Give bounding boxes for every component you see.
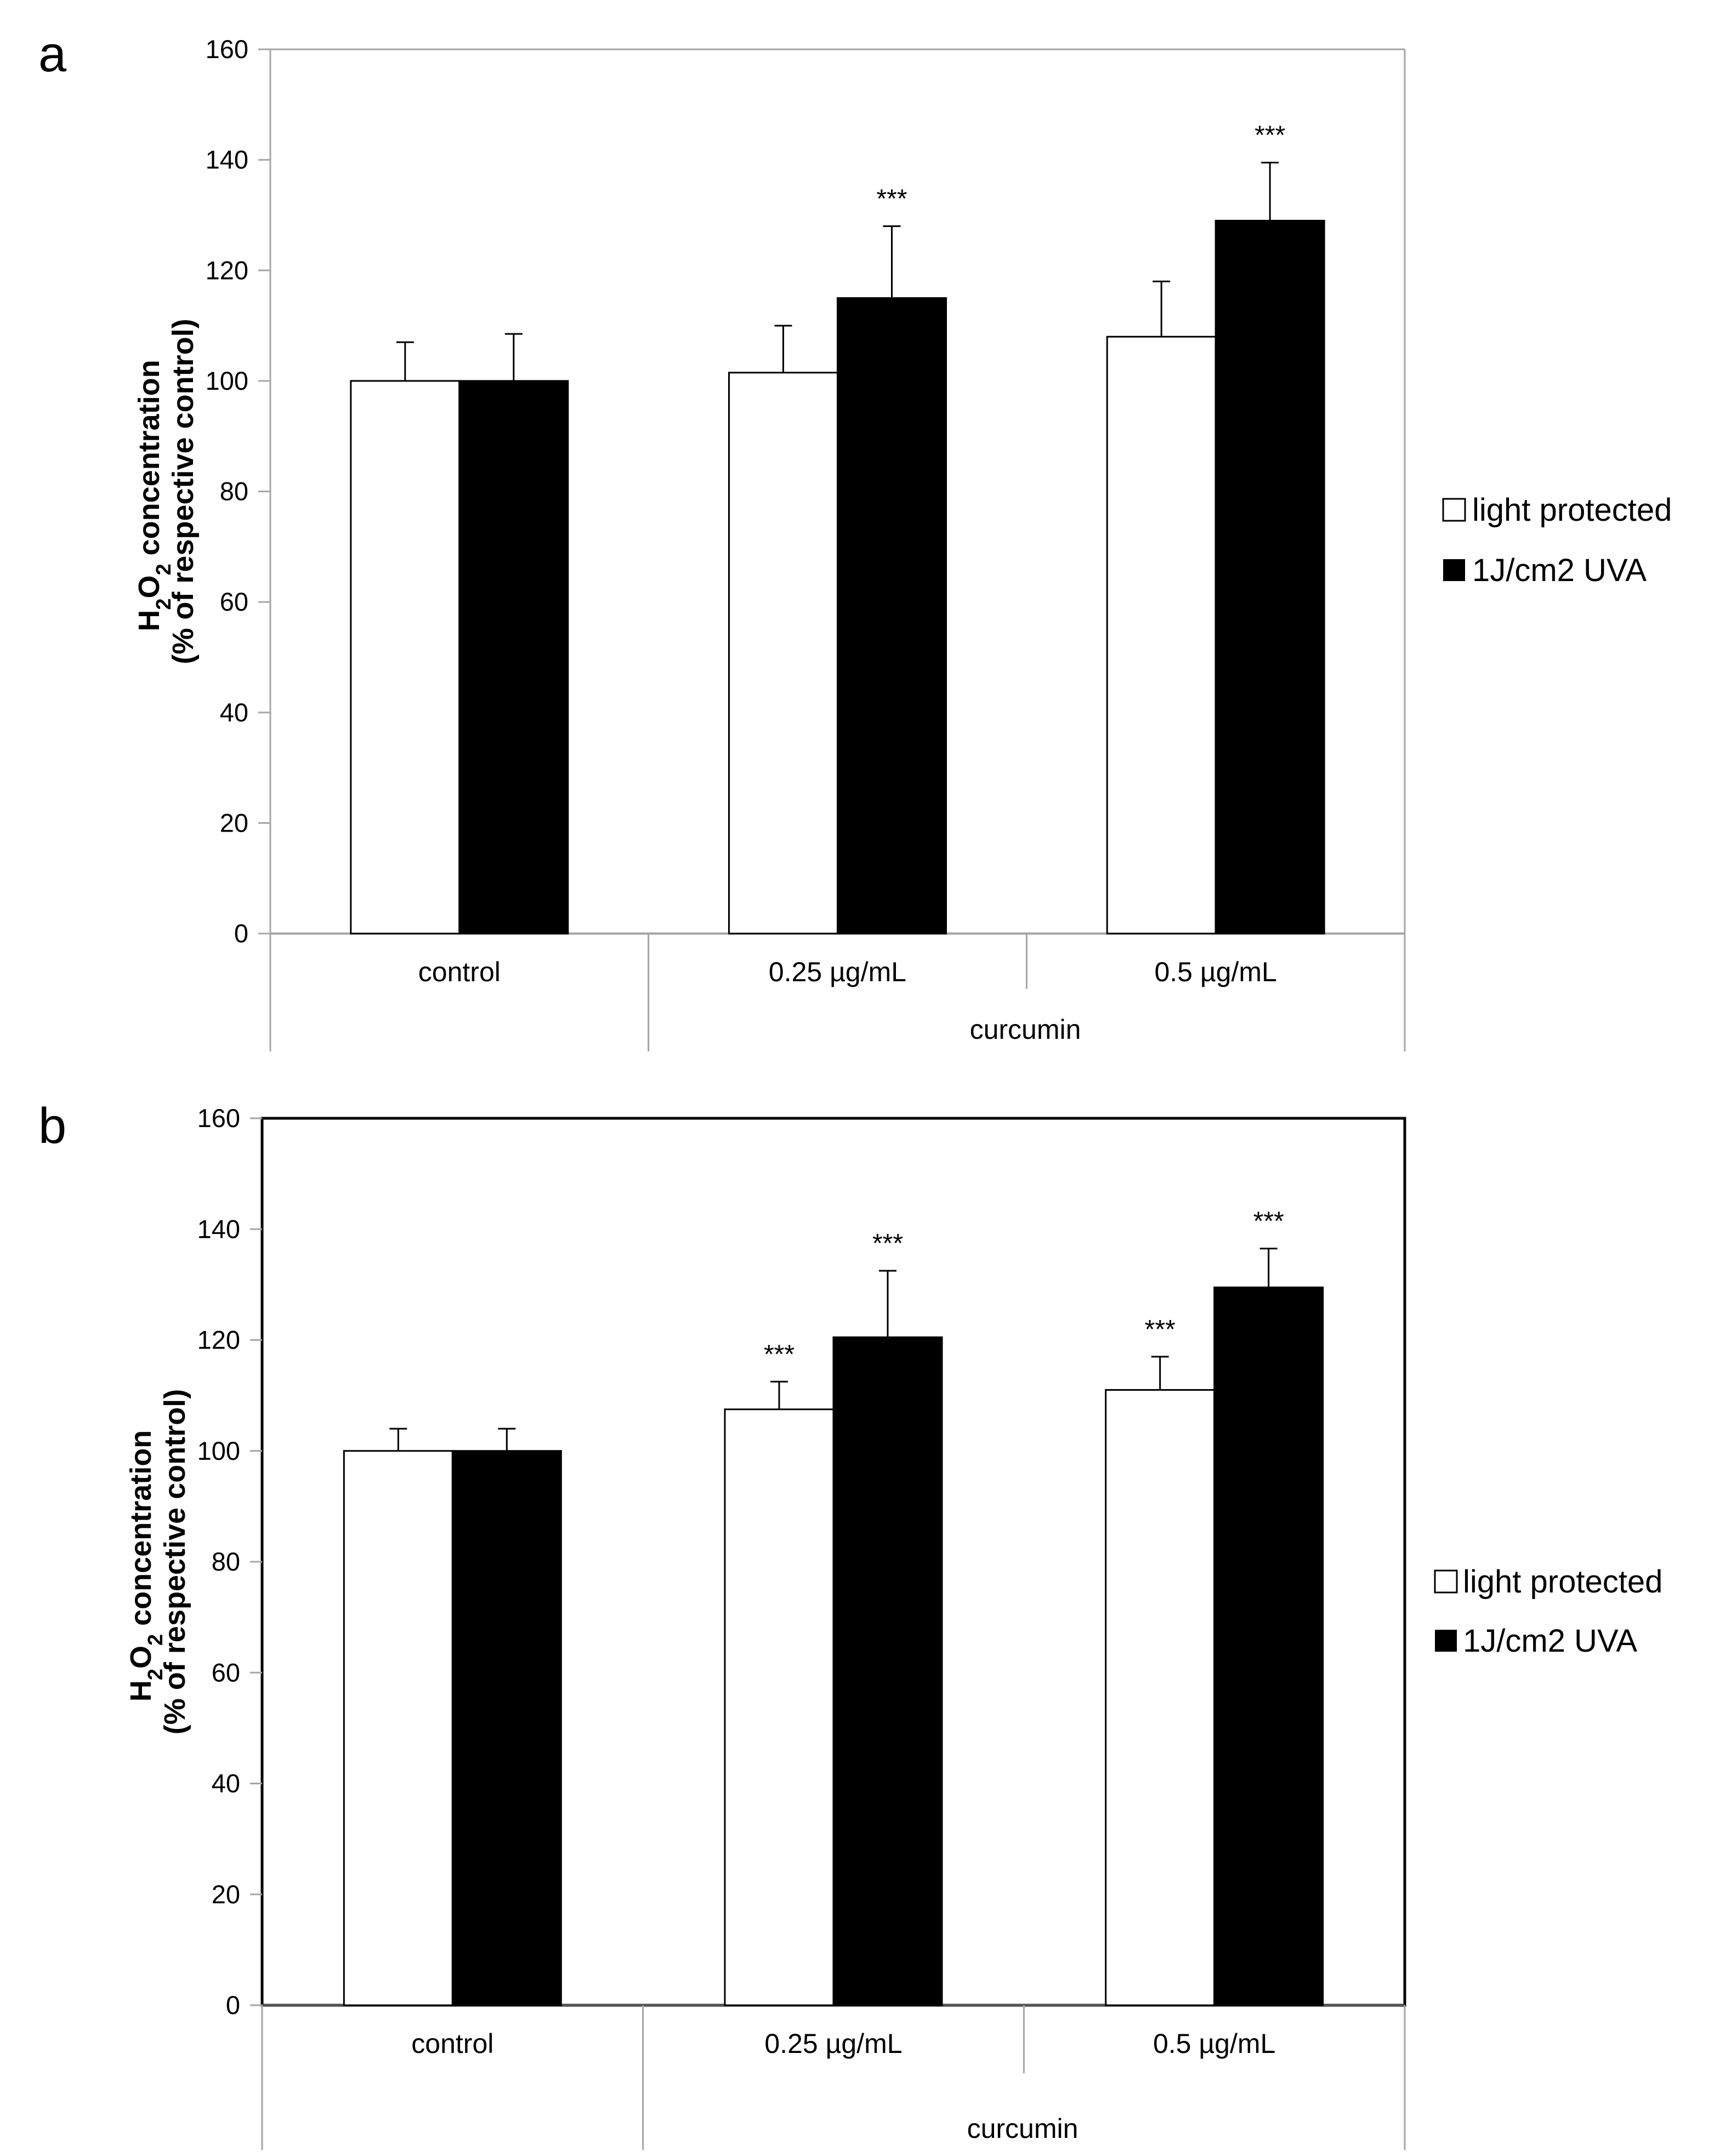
bar-light-protected [350, 380, 461, 935]
panel-b-ylabel-line2: (% of respective control) [158, 1389, 191, 1734]
panel-b-legend: light protected 1J/cm2 UVA [1434, 1564, 1662, 1659]
significance-label: *** [872, 1229, 903, 1258]
panel-a-ylabel-line1: H2O2 concentration [133, 360, 175, 631]
legend-swatch-light-protected [1442, 498, 1466, 522]
significance-label: *** [876, 185, 907, 214]
x-tick-label: 0.25 µg/mL [769, 957, 906, 987]
y-tick-label: 40 [220, 698, 248, 727]
y-tick-label: 160 [197, 1103, 240, 1133]
bar-light-protected [724, 1408, 835, 2006]
panel-b-ylabel-line1: H2O2 concentration [124, 1430, 167, 1702]
bar-light-protected [1106, 335, 1217, 935]
legend-label-uva: 1J/cm2 UVA [1472, 553, 1647, 588]
x-tick-label: 0.5 µg/mL [1153, 2028, 1275, 2059]
y-tick-label: 80 [212, 1547, 240, 1576]
y-tick-label: 20 [212, 1880, 240, 1909]
legend-swatch-uva [1435, 1630, 1457, 1652]
panel-a-group-label: curcumin [970, 1014, 1081, 1045]
significance-label: *** [764, 1340, 794, 1369]
y-tick-label: 20 [220, 808, 248, 837]
y-tick-label: 100 [206, 366, 248, 395]
y-tick-label: 100 [197, 1436, 240, 1465]
legend-swatch-uva [1443, 559, 1465, 581]
significance-label: *** [1255, 121, 1285, 150]
bar-light-protected [343, 1450, 453, 2006]
panel-a-ylabel-line2: (% of respective control) [167, 318, 200, 664]
panel-b-ylabel: H2O2 concentration (% of respective cont… [124, 1389, 191, 1734]
y-tick-label: 0 [234, 919, 248, 948]
significance-label: *** [1145, 1315, 1176, 1344]
y-tick-label: 40 [212, 1769, 240, 1798]
panel-b-chart: b H2O2 concentration (% of respective co… [38, 1098, 1662, 2150]
y-tick-label: 140 [206, 145, 248, 174]
significance-label: *** [1253, 1207, 1284, 1236]
y-tick-label: 140 [197, 1214, 240, 1243]
y-tick-label: 60 [220, 587, 248, 616]
legend-label-uva: 1J/cm2 UVA [1463, 1623, 1637, 1659]
y-tick-label: 160 [206, 35, 248, 64]
bar-light-protected [1105, 1389, 1216, 2006]
x-tick-label: 0.5 µg/mL [1154, 957, 1276, 987]
y-tick-label: 120 [197, 1326, 240, 1355]
panel-a-chart: a H2O2 concentration (% of respective co… [38, 26, 1672, 1051]
bar-light-protected [728, 372, 838, 935]
panel-a-ylabel: H2O2 concentration (% of respective cont… [133, 318, 200, 664]
legend-label-light-protected: light protected [1463, 1564, 1662, 1600]
bar-uva [1213, 1286, 1324, 2006]
y-tick-label: 80 [220, 477, 248, 506]
panel-b-group-label: curcumin [967, 2113, 1079, 2144]
legend-label-light-protected: light protected [1472, 492, 1672, 528]
legend-swatch-light-protected [1434, 1569, 1458, 1594]
panel-a-legend: light protected 1J/cm2 UVA [1442, 492, 1672, 588]
y-tick-label: 60 [212, 1658, 240, 1687]
bar-uva [458, 380, 569, 935]
bar-uva [1214, 220, 1325, 935]
panel-a-letter: a [38, 26, 67, 82]
x-tick-label: 0.25 µg/mL [764, 2028, 902, 2059]
bar-uva [832, 1336, 943, 2006]
x-tick-label: control [418, 957, 501, 987]
bar-uva [837, 297, 947, 935]
bar-uva [451, 1450, 562, 2006]
y-tick-label: 120 [206, 255, 248, 285]
panel-b-letter: b [38, 1098, 66, 1154]
y-tick-label: 0 [226, 1990, 240, 2020]
x-tick-label: control [411, 2028, 493, 2059]
